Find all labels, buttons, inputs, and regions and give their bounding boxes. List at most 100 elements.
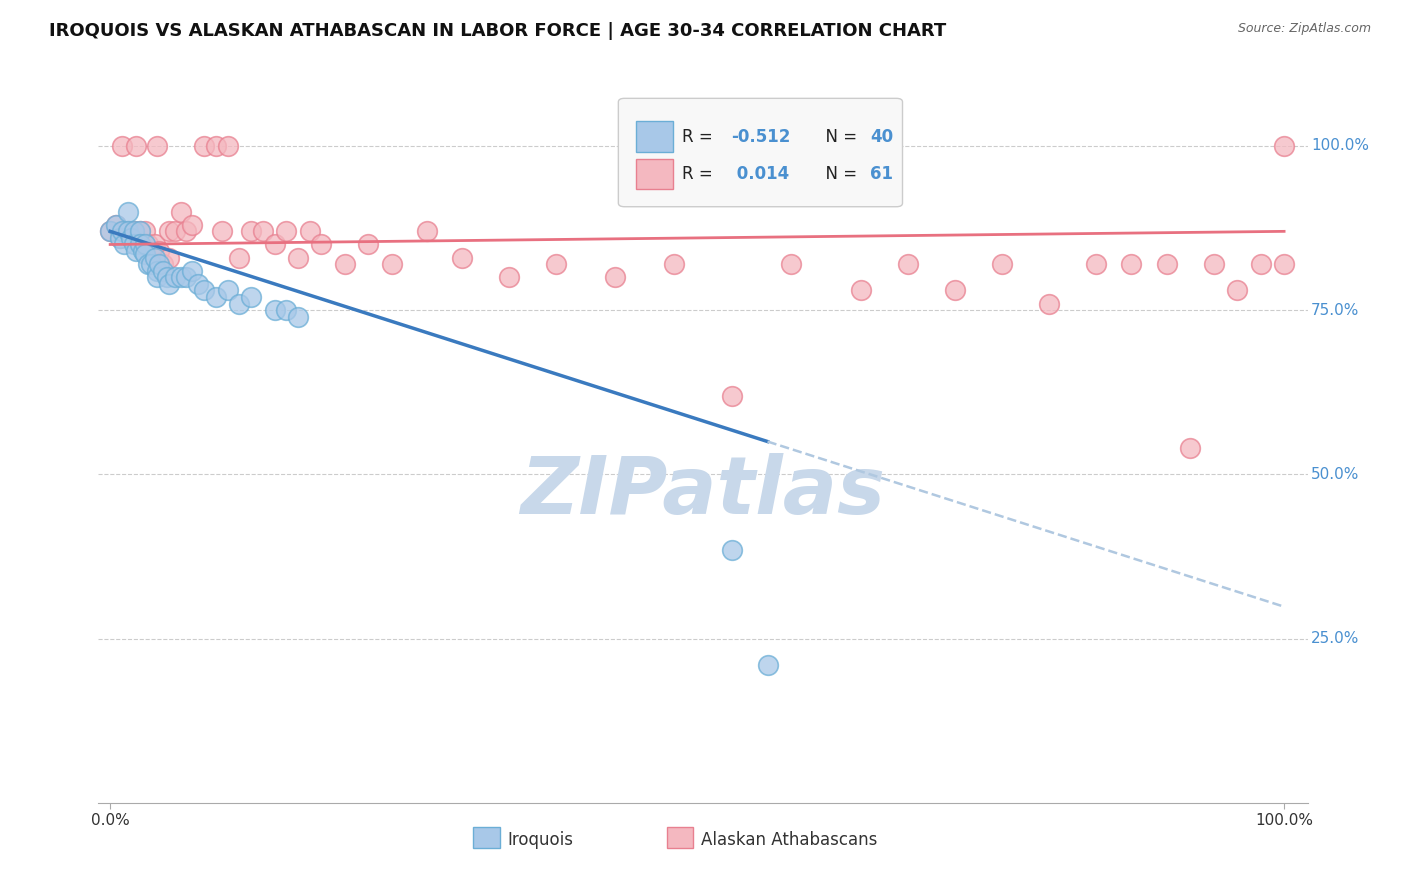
Point xyxy=(204,290,226,304)
Point xyxy=(187,277,209,291)
Point xyxy=(111,139,134,153)
FancyBboxPatch shape xyxy=(637,159,672,189)
Text: Iroquois: Iroquois xyxy=(508,831,574,849)
Point xyxy=(134,224,156,238)
Point xyxy=(240,224,263,238)
Point xyxy=(211,224,233,238)
Text: 61: 61 xyxy=(870,165,893,183)
Text: IROQUOIS VS ALASKAN ATHABASCAN IN LABOR FORCE | AGE 30-34 CORRELATION CHART: IROQUOIS VS ALASKAN ATHABASCAN IN LABOR … xyxy=(49,22,946,40)
Point xyxy=(105,218,128,232)
Point xyxy=(134,247,156,261)
Point xyxy=(228,251,250,265)
Point xyxy=(1272,139,1295,153)
Point xyxy=(193,284,215,298)
Point xyxy=(152,257,174,271)
Point xyxy=(112,224,135,238)
Point xyxy=(991,257,1014,271)
Point xyxy=(148,244,170,258)
Point xyxy=(217,139,239,153)
Point xyxy=(98,224,121,238)
Text: N =: N = xyxy=(815,165,863,183)
FancyBboxPatch shape xyxy=(637,121,672,152)
Point xyxy=(181,264,204,278)
FancyBboxPatch shape xyxy=(619,98,903,207)
Point xyxy=(204,139,226,153)
Text: 50.0%: 50.0% xyxy=(1312,467,1360,482)
Point xyxy=(132,237,155,252)
Point xyxy=(451,251,474,265)
Point xyxy=(263,303,285,318)
Point xyxy=(105,218,128,232)
Point xyxy=(141,244,163,258)
Point xyxy=(120,231,142,245)
Text: 40: 40 xyxy=(870,128,893,145)
Point xyxy=(721,542,744,557)
Point xyxy=(1250,257,1272,271)
Point xyxy=(662,257,685,271)
Text: -0.512: -0.512 xyxy=(731,128,790,145)
Text: 25.0%: 25.0% xyxy=(1312,632,1360,646)
Point xyxy=(132,244,155,258)
Point xyxy=(128,237,150,252)
Point xyxy=(98,224,121,238)
Point xyxy=(128,224,150,238)
Text: N =: N = xyxy=(815,128,863,145)
Point xyxy=(176,224,198,238)
Point xyxy=(287,251,309,265)
Point xyxy=(163,224,186,238)
Point xyxy=(756,657,779,672)
Point xyxy=(134,237,156,252)
Point xyxy=(157,224,180,238)
Point xyxy=(122,237,145,252)
Point xyxy=(240,290,263,304)
Point xyxy=(546,257,568,271)
Point xyxy=(176,270,198,285)
Point xyxy=(721,388,744,402)
Point xyxy=(228,296,250,310)
Point xyxy=(1038,296,1060,310)
Point xyxy=(146,139,169,153)
Point xyxy=(276,303,298,318)
Point xyxy=(498,270,520,285)
Point xyxy=(108,231,131,245)
Point xyxy=(128,224,150,238)
Point xyxy=(122,224,145,238)
Point xyxy=(163,270,186,285)
Point xyxy=(1226,284,1249,298)
Point xyxy=(416,224,439,238)
Text: Alaskan Athabascans: Alaskan Athabascans xyxy=(700,831,877,849)
Point xyxy=(1180,441,1202,455)
Point xyxy=(146,264,169,278)
Point xyxy=(851,284,873,298)
Point xyxy=(333,257,356,271)
Point xyxy=(897,257,920,271)
Text: R =: R = xyxy=(682,165,718,183)
Point xyxy=(311,237,333,252)
Point xyxy=(148,257,170,271)
Point xyxy=(780,257,803,271)
Point xyxy=(136,237,159,252)
Point xyxy=(603,270,626,285)
Point xyxy=(155,270,177,285)
Point xyxy=(117,224,139,238)
Point xyxy=(111,224,134,238)
Point xyxy=(169,270,191,285)
Point xyxy=(143,237,166,252)
Point xyxy=(298,224,321,238)
Point xyxy=(287,310,309,324)
Text: 75.0%: 75.0% xyxy=(1312,302,1360,318)
Text: 0.014: 0.014 xyxy=(731,165,789,183)
Point xyxy=(276,224,298,238)
Point xyxy=(1202,257,1225,271)
Point xyxy=(112,237,135,252)
Point xyxy=(157,251,180,265)
Point xyxy=(263,237,285,252)
Point xyxy=(1085,257,1108,271)
Point xyxy=(252,224,274,238)
Point xyxy=(945,284,967,298)
Text: ZIPatlas: ZIPatlas xyxy=(520,453,886,531)
Point xyxy=(1272,257,1295,271)
Point xyxy=(122,224,145,238)
Point xyxy=(1121,257,1143,271)
Point xyxy=(157,277,180,291)
